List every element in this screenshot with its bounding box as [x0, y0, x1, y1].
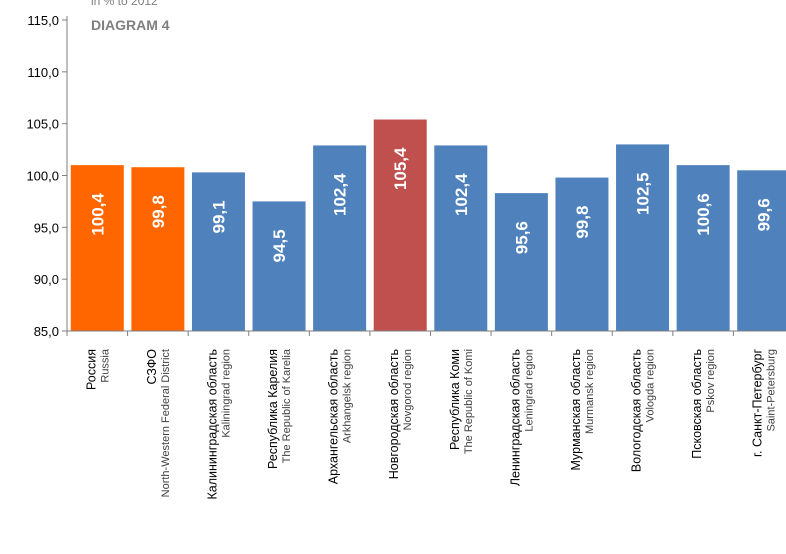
bar-value-label: 100,4 — [88, 193, 107, 236]
bar — [495, 193, 548, 331]
y-axis: 85,0 90,0 95,0 100,0 105,0 110,0 115,0 — [26, 13, 67, 339]
bar-value-label: 99,6 — [755, 198, 774, 231]
category-label-en: Arkhangelsk region — [342, 349, 354, 443]
bar — [71, 165, 124, 331]
y-tick-label: 100,0 — [26, 169, 59, 184]
category-label-ru: Республика Карелия — [266, 349, 280, 469]
bar-value-label: 99,8 — [149, 195, 168, 228]
bar-value-label: 105,4 — [391, 147, 410, 190]
category-label-en: Pskov region — [705, 349, 717, 413]
category-label-en: Vologda region — [645, 349, 657, 422]
category-label-en: Kaliningrad region — [220, 349, 232, 438]
y-tick-label: 85,0 — [34, 324, 59, 339]
category-label-ru: Псковская область — [690, 349, 704, 459]
bar-value-label: 100,6 — [694, 193, 713, 236]
bar — [131, 167, 184, 331]
chart-title: DIAGRAM 4 — [91, 17, 170, 33]
y-tick-label: 90,0 — [34, 272, 59, 287]
bars: 100,4 99,8 99,1 94,5 102,4 105,4 102,4 95,6 99,8… — [71, 120, 786, 331]
bar-value-label: 102,4 — [452, 173, 471, 216]
x-axis: Россия Russia СЗФО North-Western Federal Di… — [67, 331, 786, 500]
category-label-ru: г. Санкт-Петербург — [751, 349, 765, 457]
y-tick-label: 110,0 — [27, 65, 59, 80]
category-label-ru: Мурманская область — [569, 349, 583, 471]
category-label-en: The Republic of Komi — [463, 349, 475, 454]
category-label-en: Leningrad region — [523, 349, 535, 432]
category-label-en: Russia — [99, 348, 111, 383]
category-label-ru: Вологодская область — [630, 349, 644, 472]
bar — [737, 170, 786, 331]
bar — [253, 201, 306, 331]
bar-value-label: 99,1 — [209, 200, 228, 233]
y-tick-label: 95,0 — [34, 220, 59, 235]
category-label-ru: Новгородская область — [387, 349, 401, 479]
category-label-ru: Ленинградская область — [508, 349, 522, 486]
bar-value-label: 95,6 — [512, 221, 531, 254]
y-tick-label: 105,0 — [26, 117, 59, 132]
bar — [192, 172, 245, 331]
category-label-en: North-Western Federal District — [160, 349, 172, 497]
bar — [677, 165, 730, 331]
category-label-en: Novgorod region — [402, 349, 414, 430]
bar — [616, 144, 669, 331]
category-label-en: Murmansk region — [584, 349, 596, 434]
chart-subtitle: in % to 2012 — [91, 0, 158, 8]
category-label-ru: Калининградская область — [205, 349, 219, 500]
bar — [555, 178, 608, 331]
bar-value-label: 94,5 — [270, 229, 289, 262]
category-label-ru: Архангельская область — [327, 349, 341, 484]
category-label-en: Saint-Petersburg — [766, 349, 778, 432]
bar — [313, 145, 366, 331]
bar-value-label: 102,4 — [331, 173, 350, 216]
category-label-en: The Republic of Karelia — [281, 348, 293, 463]
category-label-ru: Республика Коми — [448, 349, 462, 450]
y-tick-label: 115,0 — [27, 13, 59, 28]
bar-value-label: 99,8 — [573, 206, 592, 239]
bar — [434, 145, 487, 331]
bar-value-label: 102,5 — [634, 172, 653, 215]
category-label-ru: СЗФО — [145, 349, 159, 385]
category-label-ru: Россия — [84, 349, 98, 390]
